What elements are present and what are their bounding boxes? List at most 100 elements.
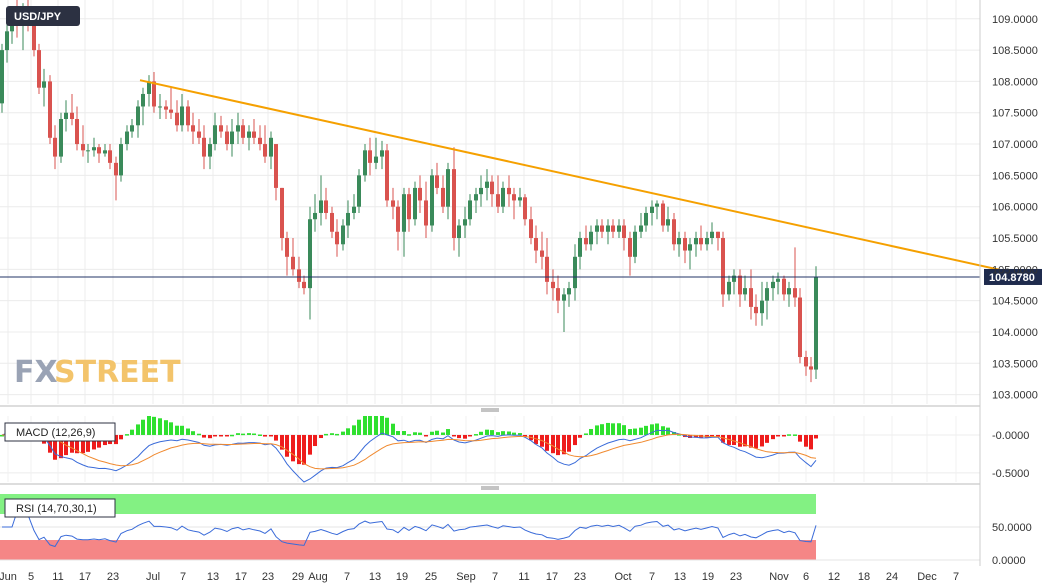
candle-body — [407, 194, 411, 220]
candle-body — [219, 125, 223, 132]
y-tick-label: 107.0000 — [992, 139, 1038, 151]
macd-hist-bar — [258, 434, 262, 436]
candle-body — [37, 50, 41, 88]
x-axis: Jun 5 11 17 23 Jul 7 13 17 23 29 Aug 7 13 19 25 Sep 7 11 17… — [0, 571, 959, 583]
watermark-fx: FX — [14, 355, 58, 390]
macd-hist-bar — [180, 425, 184, 435]
candle-body — [269, 137, 273, 157]
candle-body — [650, 206, 654, 213]
macd-hist-bar — [81, 434, 85, 454]
candle-body — [694, 238, 698, 245]
macd-hist-bar — [474, 434, 478, 436]
candle-body — [368, 150, 372, 163]
candle-body — [418, 187, 422, 201]
macd-hist-bar — [584, 433, 588, 435]
candle-body — [441, 187, 445, 207]
candle-body — [721, 238, 725, 295]
macd-hist-bar — [352, 425, 356, 435]
candle-body — [53, 137, 57, 157]
candle-body — [644, 212, 648, 226]
macd-hist-bar — [518, 433, 522, 435]
macd-hist-bar — [760, 434, 764, 447]
axes: 109.0000 108.5000 108.0000 107.5000 107.0000… — [992, 14, 1038, 567]
macd-hist-bar — [230, 434, 234, 437]
macd-hist-bar — [141, 419, 145, 435]
macd-hist-bar — [490, 430, 494, 435]
rsi-y-tick-label: 50.0000 — [992, 522, 1032, 534]
candle-body — [457, 225, 461, 239]
candle-body — [655, 203, 659, 207]
macd-hist-bar — [694, 434, 698, 438]
candle-body — [64, 112, 68, 120]
candle-body — [814, 276, 818, 370]
pane-resize-handle-2[interactable] — [481, 486, 499, 490]
candle-body — [213, 125, 217, 145]
candle-body — [507, 187, 511, 195]
candle-body — [496, 194, 500, 207]
macd-hist-bar — [749, 434, 753, 448]
candle-body — [130, 125, 134, 132]
candle-body — [727, 281, 731, 295]
macd-hist-bar — [787, 434, 791, 436]
candle-body — [158, 106, 162, 108]
candle-body — [545, 256, 549, 282]
candle-body — [119, 144, 123, 176]
macd-hist-bar — [418, 432, 422, 435]
macd-hist-bar — [70, 434, 74, 453]
macd-hist-bar — [197, 433, 201, 436]
macd-hist-bar — [628, 429, 632, 435]
macd-y-tick-label: -0.0000 — [992, 430, 1029, 442]
pane-resize-handle-1[interactable] — [481, 408, 499, 412]
macd-hist-bar — [534, 434, 538, 445]
candle-body — [617, 225, 621, 232]
candle-body — [578, 238, 582, 257]
macd-hist-bar — [191, 431, 195, 435]
macd-hist-bar — [59, 434, 63, 459]
candle-body — [313, 212, 317, 220]
candle-body — [809, 366, 813, 370]
candle-body — [42, 81, 46, 88]
candle-body — [600, 225, 604, 232]
y-tick-label: 103.5000 — [992, 358, 1038, 370]
macd-hist-bar — [308, 434, 312, 455]
macd-hist-bar — [302, 434, 306, 465]
candle-body — [32, 18, 36, 51]
candle-body — [760, 300, 764, 314]
candle-body — [749, 288, 753, 307]
candle-body — [424, 200, 428, 226]
candle-body — [622, 225, 626, 239]
resistance-trendline — [139, 79, 1041, 280]
candle-body — [81, 144, 85, 151]
candle-body — [754, 306, 758, 314]
candle-body — [0, 50, 4, 104]
macd-hist-bar — [363, 416, 367, 435]
candle-body — [793, 288, 797, 298]
macd-hist-bar — [324, 433, 328, 436]
candle-body — [302, 281, 306, 289]
x-tick-label: 7 — [492, 571, 498, 583]
macd-hist-bar — [578, 434, 582, 438]
macd-hist-bar — [688, 434, 692, 438]
macd-hist-bar — [655, 423, 659, 435]
candle-body — [463, 219, 467, 226]
macd-hist-bar — [441, 432, 445, 435]
candle-body — [341, 225, 345, 245]
macd-label: MACD (12,26,9) — [16, 427, 95, 439]
x-tick-label: 23 — [262, 571, 274, 583]
candle-body — [114, 162, 118, 176]
macd-y-tick-label: -0.5000 — [992, 468, 1029, 480]
candle-body — [413, 187, 417, 220]
candle-body — [141, 93, 145, 107]
macd-hist-bar — [699, 434, 703, 439]
candle-body — [683, 238, 687, 251]
x-tick-label: Sep — [456, 571, 476, 583]
macd-hist-bar — [485, 429, 489, 435]
candle-body — [611, 225, 615, 232]
macd-hist-bar — [424, 434, 428, 437]
macd-hist-bar — [357, 419, 361, 435]
candle-body — [710, 231, 714, 239]
x-tick-label: 18 — [858, 571, 870, 583]
candle-body — [743, 288, 747, 295]
macd-hist-bar — [402, 431, 406, 435]
candle-body — [606, 225, 610, 232]
